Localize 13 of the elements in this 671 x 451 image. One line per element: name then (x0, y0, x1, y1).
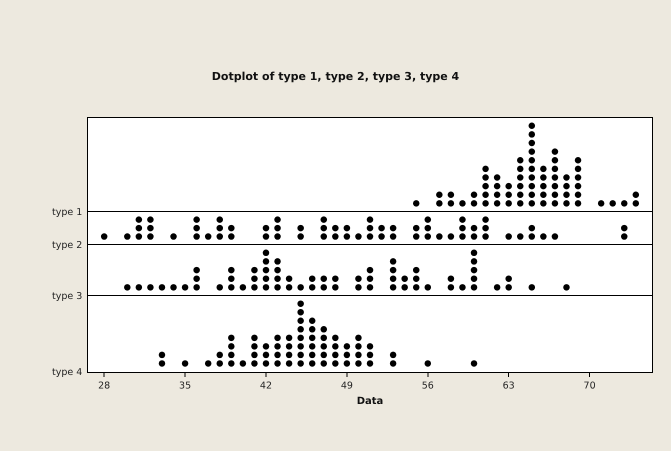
x-tick-label: 70 (584, 380, 596, 392)
x-tick-label: 56 (422, 380, 434, 392)
x-tick-label: 42 (260, 380, 272, 392)
text: type 4 (52, 366, 82, 378)
text: type 1 (52, 207, 82, 218)
series-label: type 2 (52, 240, 82, 251)
x-tick-label: 35 (179, 380, 192, 392)
chart-title: Dotplot of type 1, type 2, type 3, type 4 (212, 70, 460, 83)
text: type 3 (52, 291, 82, 302)
x-tick-label: 63 (502, 380, 515, 392)
x-axis-title: Data (356, 396, 384, 407)
x-tick-label: 28 (98, 380, 110, 392)
x-tick-label: 49 (340, 380, 353, 392)
